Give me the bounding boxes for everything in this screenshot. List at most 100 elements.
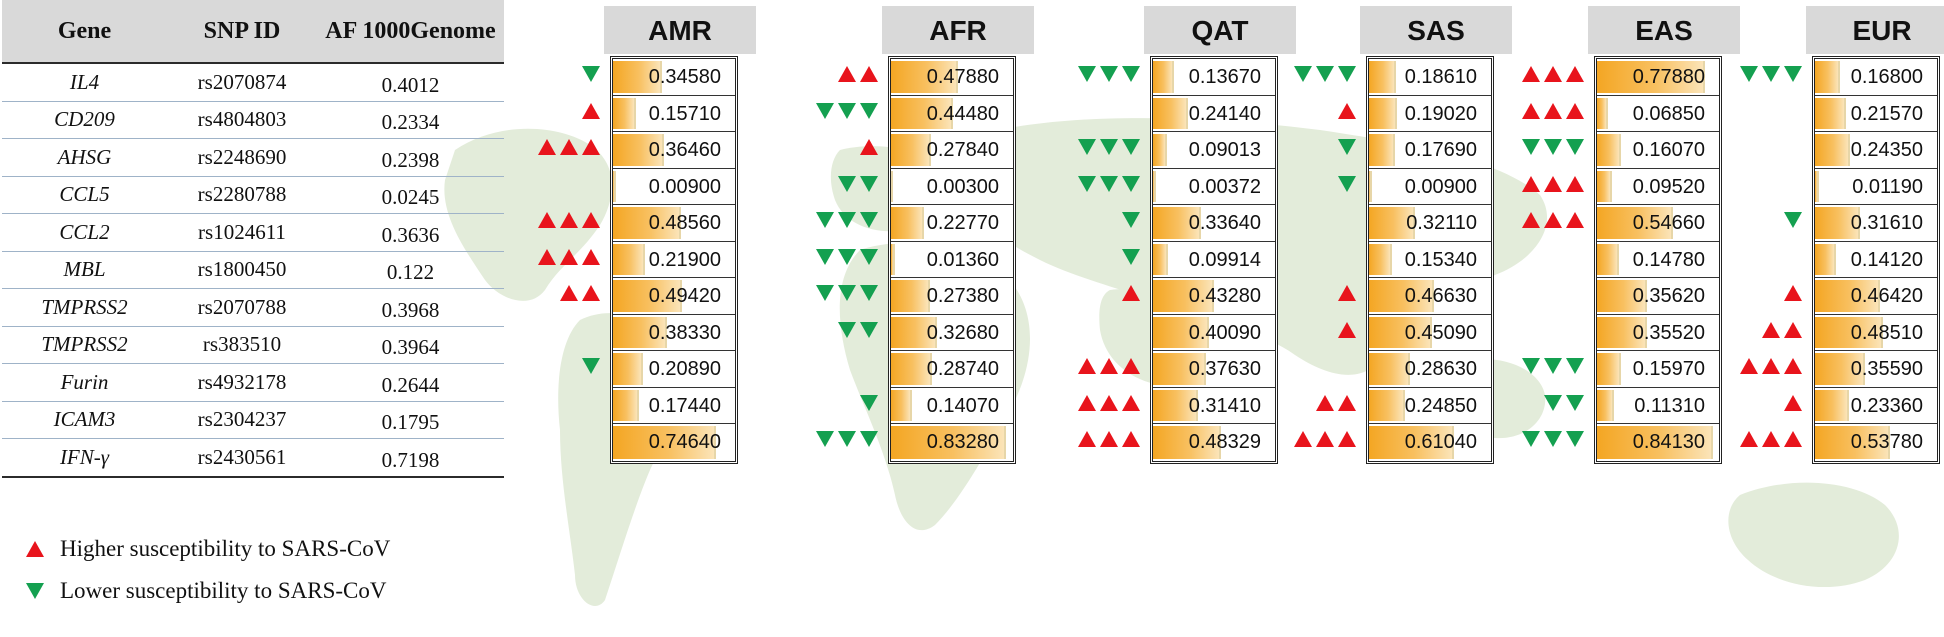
frequency-bar xyxy=(1369,207,1415,239)
frequency-cell: 0.09914 xyxy=(1153,242,1275,278)
frequency-value: 0.01190 xyxy=(1852,175,1923,198)
down-triangle-icon xyxy=(1544,139,1562,156)
gene-cell: IL4 xyxy=(69,69,100,94)
frequency-bar xyxy=(891,316,938,348)
frequency-cell: 0.00900 xyxy=(613,169,735,205)
snp-cell: rs2248690 xyxy=(197,144,287,169)
frequency-value: 0.23360 xyxy=(1850,394,1923,417)
frequency-cell: 0.01360 xyxy=(891,242,1013,278)
up-triangle-icon xyxy=(582,139,600,156)
frequency-bar xyxy=(1815,134,1850,166)
allele-frequency-column: 0.16800 0.21570 0.24350 0.01190 0.31610 0.141… xyxy=(1812,56,1940,464)
frequency-bar xyxy=(1153,316,1210,348)
marker-cell xyxy=(538,239,602,276)
up-triangle-icon xyxy=(1762,321,1780,338)
frequency-value: 0.09914 xyxy=(1188,248,1261,271)
marker-cell xyxy=(1522,421,1586,458)
frequency-bar xyxy=(1369,170,1373,202)
frequency-cell: 0.40090 xyxy=(1153,315,1275,351)
up-triangle-icon xyxy=(1566,212,1584,229)
up-triangle-icon xyxy=(1316,394,1334,411)
down-triangle-icon xyxy=(816,431,834,448)
frequency-cell: 0.20890 xyxy=(613,351,735,388)
snp-cell: rs2304237 xyxy=(197,407,287,432)
marker-cell xyxy=(1522,129,1586,166)
frequency-bar xyxy=(1597,280,1648,312)
marker-cell xyxy=(538,202,602,239)
frequency-cell: 0.00300 xyxy=(891,169,1013,205)
af-cell: 0.2398 xyxy=(381,147,440,172)
down-triangle-icon xyxy=(860,102,878,119)
up-triangle-icon xyxy=(1122,358,1140,375)
up-triangle-icon xyxy=(1122,394,1140,411)
frequency-cell: 0.17690 xyxy=(1369,132,1491,169)
frequency-value: 0.24140 xyxy=(1188,102,1261,125)
marker-cell xyxy=(1294,93,1358,130)
down-triangle-icon xyxy=(1078,66,1096,83)
frequency-bar xyxy=(1815,61,1840,93)
gene-cell: TMPRSS2 xyxy=(41,332,128,357)
down-triangle-icon xyxy=(816,212,834,229)
up-triangle-icon xyxy=(1566,175,1584,192)
marker-cell xyxy=(816,129,880,166)
marker-cell xyxy=(538,166,602,203)
marker-cell xyxy=(1740,275,1804,312)
frequency-value: 0.13670 xyxy=(1188,66,1261,88)
down-triangle-icon xyxy=(1122,66,1140,83)
frequency-value: 0.06850 xyxy=(1632,102,1705,125)
header-gene: Gene xyxy=(57,17,112,44)
frequency-cell: 0.21900 xyxy=(613,242,735,278)
frequency-value: 0.00900 xyxy=(648,175,721,198)
up-triangle-icon xyxy=(1762,431,1780,448)
marker-cell xyxy=(1740,166,1804,203)
susceptibility-markers-sas xyxy=(1294,56,1358,458)
marker-cell xyxy=(538,385,602,422)
header-snp-id: SNP ID xyxy=(203,17,281,44)
marker-cell xyxy=(1294,202,1358,239)
marker-cell xyxy=(1078,129,1142,166)
af-cell: 0.3964 xyxy=(381,335,440,360)
frequency-value: 0.15710 xyxy=(648,102,721,125)
marker-cell xyxy=(1522,348,1586,385)
frequency-bar xyxy=(1815,243,1837,275)
frequency-bar xyxy=(1153,389,1198,421)
frequency-cell: 0.61040 xyxy=(1369,424,1491,461)
marker-cell xyxy=(1294,385,1358,422)
af-cell: 0.7198 xyxy=(381,447,440,472)
frequency-value: 0.14070 xyxy=(926,394,999,417)
gene-cell: ICAM3 xyxy=(53,407,116,432)
frequency-value: 0.54660 xyxy=(1632,212,1705,234)
up-triangle-icon xyxy=(1522,66,1540,83)
marker-cell xyxy=(1078,202,1142,239)
frequency-cell: 0.27840 xyxy=(891,132,1013,169)
up-triangle-icon xyxy=(1522,175,1540,192)
frequency-value: 0.32110 xyxy=(1406,212,1477,234)
frequency-value: 0.31410 xyxy=(1188,394,1261,417)
gene-snp-table: Gene SNP ID AF 1000Genome IL4 rs2070874 0.… xyxy=(2,0,504,478)
marker-cell xyxy=(538,421,602,458)
frequency-value: 0.36460 xyxy=(648,139,721,161)
frequency-value: 0.45090 xyxy=(1404,321,1477,344)
up-triangle-icon xyxy=(1544,212,1562,229)
down-triangle-icon xyxy=(860,321,878,338)
down-triangle-icon xyxy=(1338,139,1356,156)
gene-cell: IFN-γ xyxy=(59,444,110,469)
frequency-value: 0.61040 xyxy=(1404,431,1477,453)
frequency-cell: 0.06850 xyxy=(1597,96,1719,132)
down-triangle-icon xyxy=(1762,66,1780,83)
frequency-cell: 0.34580 xyxy=(613,59,735,96)
frequency-cell: 0.14120 xyxy=(1815,242,1937,278)
frequency-cell: 0.32680 xyxy=(891,315,1013,351)
down-triangle-icon xyxy=(1100,175,1118,192)
population-header: EUR xyxy=(1806,6,1944,54)
frequency-cell: 0.16070 xyxy=(1597,132,1719,169)
up-triangle-icon xyxy=(582,285,600,302)
frequency-cell: 0.35520 xyxy=(1597,315,1719,351)
snp-cell: rs2070874 xyxy=(197,69,287,94)
marker-cell xyxy=(1522,312,1586,349)
table-row: CD209 rs4804803 0.2334 xyxy=(2,102,504,139)
population-header: QAT xyxy=(1144,6,1296,54)
up-triangle-icon xyxy=(1122,431,1140,448)
down-triangle-icon xyxy=(816,102,834,119)
marker-cell xyxy=(1522,202,1586,239)
